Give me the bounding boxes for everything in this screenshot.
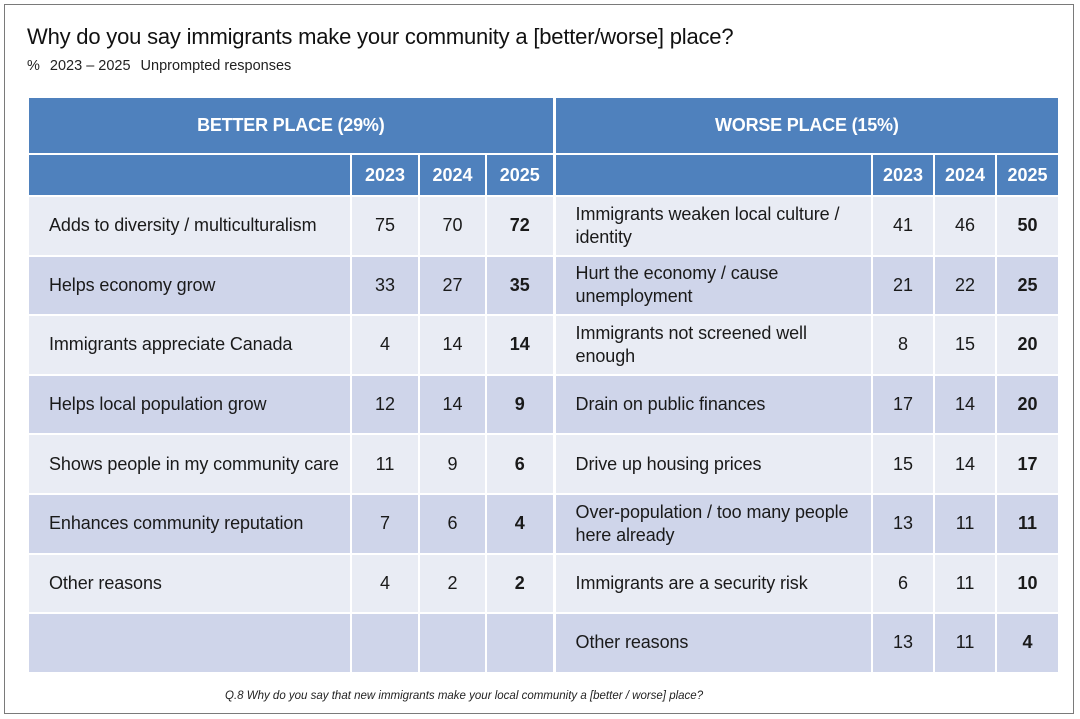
better-empty-cell	[486, 613, 556, 674]
better-value-2024: 14	[419, 374, 487, 436]
worse-value-2025: 17	[996, 434, 1059, 495]
figure-frame	[4, 4, 1074, 714]
better-reason-label: Adds to diversity / multiculturalism	[29, 196, 352, 257]
better-value-2023: 4	[351, 315, 420, 376]
worse-reason-label: Immigrants are a security risk	[554, 553, 874, 615]
worse-value-2023: 17	[872, 374, 936, 436]
worse-value-2023: 41	[872, 196, 936, 257]
table-row: Enhances community reputation 7 6 4 Over…	[29, 493, 1059, 555]
worse-place-heading: WORSE PLACE (15%)	[554, 98, 1059, 155]
better-value-2025: 9	[486, 374, 556, 436]
subtitle-range: 2023 – 2025	[49, 58, 131, 74]
worse-year-header: 2025	[996, 154, 1059, 197]
question-footnote: Q.8 Why do you say that new immigrants m…	[225, 690, 704, 702]
worse-value-2024: 11	[934, 493, 998, 555]
worse-value-2024: 14	[934, 434, 998, 495]
worse-value-2025: 20	[996, 315, 1059, 376]
table-row: Shows people in my community care 11 9 6…	[29, 434, 1059, 495]
better-value-2024: 14	[419, 315, 487, 376]
better-value-2023: 75	[351, 196, 420, 257]
better-year-header: 2025	[486, 154, 556, 197]
worse-reason-label: Immigrants not screened well enough	[554, 315, 874, 376]
worse-value-2024: 11	[934, 553, 998, 615]
better-empty-cell	[419, 613, 487, 674]
worse-value-2023: 21	[872, 255, 936, 317]
worse-reason-label: Over-population / too many people here a…	[554, 493, 874, 555]
better-year-header: 2023	[351, 154, 420, 197]
worse-value-2025: 10	[996, 553, 1059, 615]
table-row: Other reasons 4 2 2 Immigrants are a sec…	[29, 553, 1059, 615]
table-row: Immigrants appreciate Canada 4 14 14 Imm…	[29, 315, 1059, 376]
better-empty-cell	[351, 613, 420, 674]
better-value-2024: 70	[419, 196, 487, 257]
better-reason-label: Helps local population grow	[29, 374, 352, 436]
worse-reason-label: Drain on public finances	[554, 374, 874, 436]
worse-value-2024: 46	[934, 196, 998, 257]
worse-reason-label: Drive up housing prices	[554, 434, 874, 495]
worse-value-2024: 14	[934, 374, 998, 436]
worse-value-2025: 20	[996, 374, 1059, 436]
better-value-2025: 35	[486, 255, 556, 317]
worse-value-2023: 15	[872, 434, 936, 495]
chart-subtitle: % 2023 – 2025 Unprompted responses	[27, 58, 301, 74]
better-place-heading: BETTER PLACE (29%)	[29, 98, 556, 155]
better-empty-cell	[29, 613, 352, 674]
better-value-2025: 14	[486, 315, 556, 376]
chart-title: Why do you say immigrants make your comm…	[27, 24, 734, 49]
better-value-2024: 6	[419, 493, 487, 555]
better-reason-label: Other reasons	[29, 553, 352, 615]
results-table: BETTER PLACE (29%) WORSE PLACE (15%) 202…	[29, 98, 1059, 674]
worse-value-2023: 13	[872, 613, 936, 674]
worse-reason-label: Immigrants weaken local culture / identi…	[554, 196, 874, 257]
better-label-header	[29, 154, 352, 197]
better-value-2025: 2	[486, 553, 556, 615]
worse-value-2025: 4	[996, 613, 1059, 674]
better-value-2024: 9	[419, 434, 487, 495]
worse-label-header	[554, 154, 874, 197]
better-reason-label: Shows people in my community care	[29, 434, 352, 495]
worse-value-2023: 8	[872, 315, 936, 376]
better-value-2025: 72	[486, 196, 556, 257]
worse-value-2024: 11	[934, 613, 998, 674]
better-reason-label: Immigrants appreciate Canada	[29, 315, 352, 376]
worse-reason-label: Hurt the economy / cause unemployment	[554, 255, 874, 317]
better-value-2023: 33	[351, 255, 420, 317]
worse-year-header: 2023	[872, 154, 936, 197]
table-row: Adds to diversity / multiculturalism 75 …	[29, 196, 1059, 257]
worse-value-2024: 22	[934, 255, 998, 317]
better-value-2023: 7	[351, 493, 420, 555]
table-row: Helps local population grow 12 14 9 Drai…	[29, 374, 1059, 436]
better-reason-label: Helps economy grow	[29, 255, 352, 317]
worse-value-2023: 6	[872, 553, 936, 615]
better-value-2023: 11	[351, 434, 420, 495]
better-value-2023: 12	[351, 374, 420, 436]
worse-value-2024: 15	[934, 315, 998, 376]
better-value-2023: 4	[351, 553, 420, 615]
better-value-2024: 2	[419, 553, 487, 615]
worse-reason-label: Other reasons	[554, 613, 874, 674]
subtitle-note: Unprompted responses	[140, 58, 292, 74]
better-value-2025: 4	[486, 493, 556, 555]
table-row: Helps economy grow 33 27 35 Hurt the eco…	[29, 255, 1059, 317]
worse-year-header: 2024	[934, 154, 998, 197]
worse-value-2025: 25	[996, 255, 1059, 317]
better-year-header: 2024	[419, 154, 487, 197]
better-value-2025: 6	[486, 434, 556, 495]
subtitle-unit: %	[27, 58, 40, 74]
table-row: Other reasons 13 11 4	[29, 613, 1059, 674]
better-reason-label: Enhances community reputation	[29, 493, 352, 555]
better-value-2024: 27	[419, 255, 487, 317]
worse-value-2025: 11	[996, 493, 1059, 555]
worse-value-2023: 13	[872, 493, 936, 555]
worse-value-2025: 50	[996, 196, 1059, 257]
